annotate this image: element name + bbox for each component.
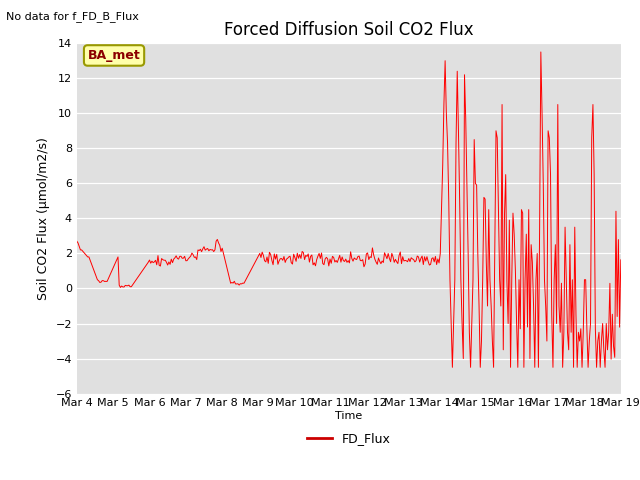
X-axis label: Time: Time [335, 411, 362, 421]
Legend: FD_Flux: FD_Flux [302, 427, 396, 450]
Title: Forced Diffusion Soil CO2 Flux: Forced Diffusion Soil CO2 Flux [224, 21, 474, 39]
Text: BA_met: BA_met [88, 49, 140, 62]
Y-axis label: Soil CO2 Flux (μmol/m2/s): Soil CO2 Flux (μmol/m2/s) [37, 137, 50, 300]
Text: No data for f_FD_B_Flux: No data for f_FD_B_Flux [6, 11, 139, 22]
